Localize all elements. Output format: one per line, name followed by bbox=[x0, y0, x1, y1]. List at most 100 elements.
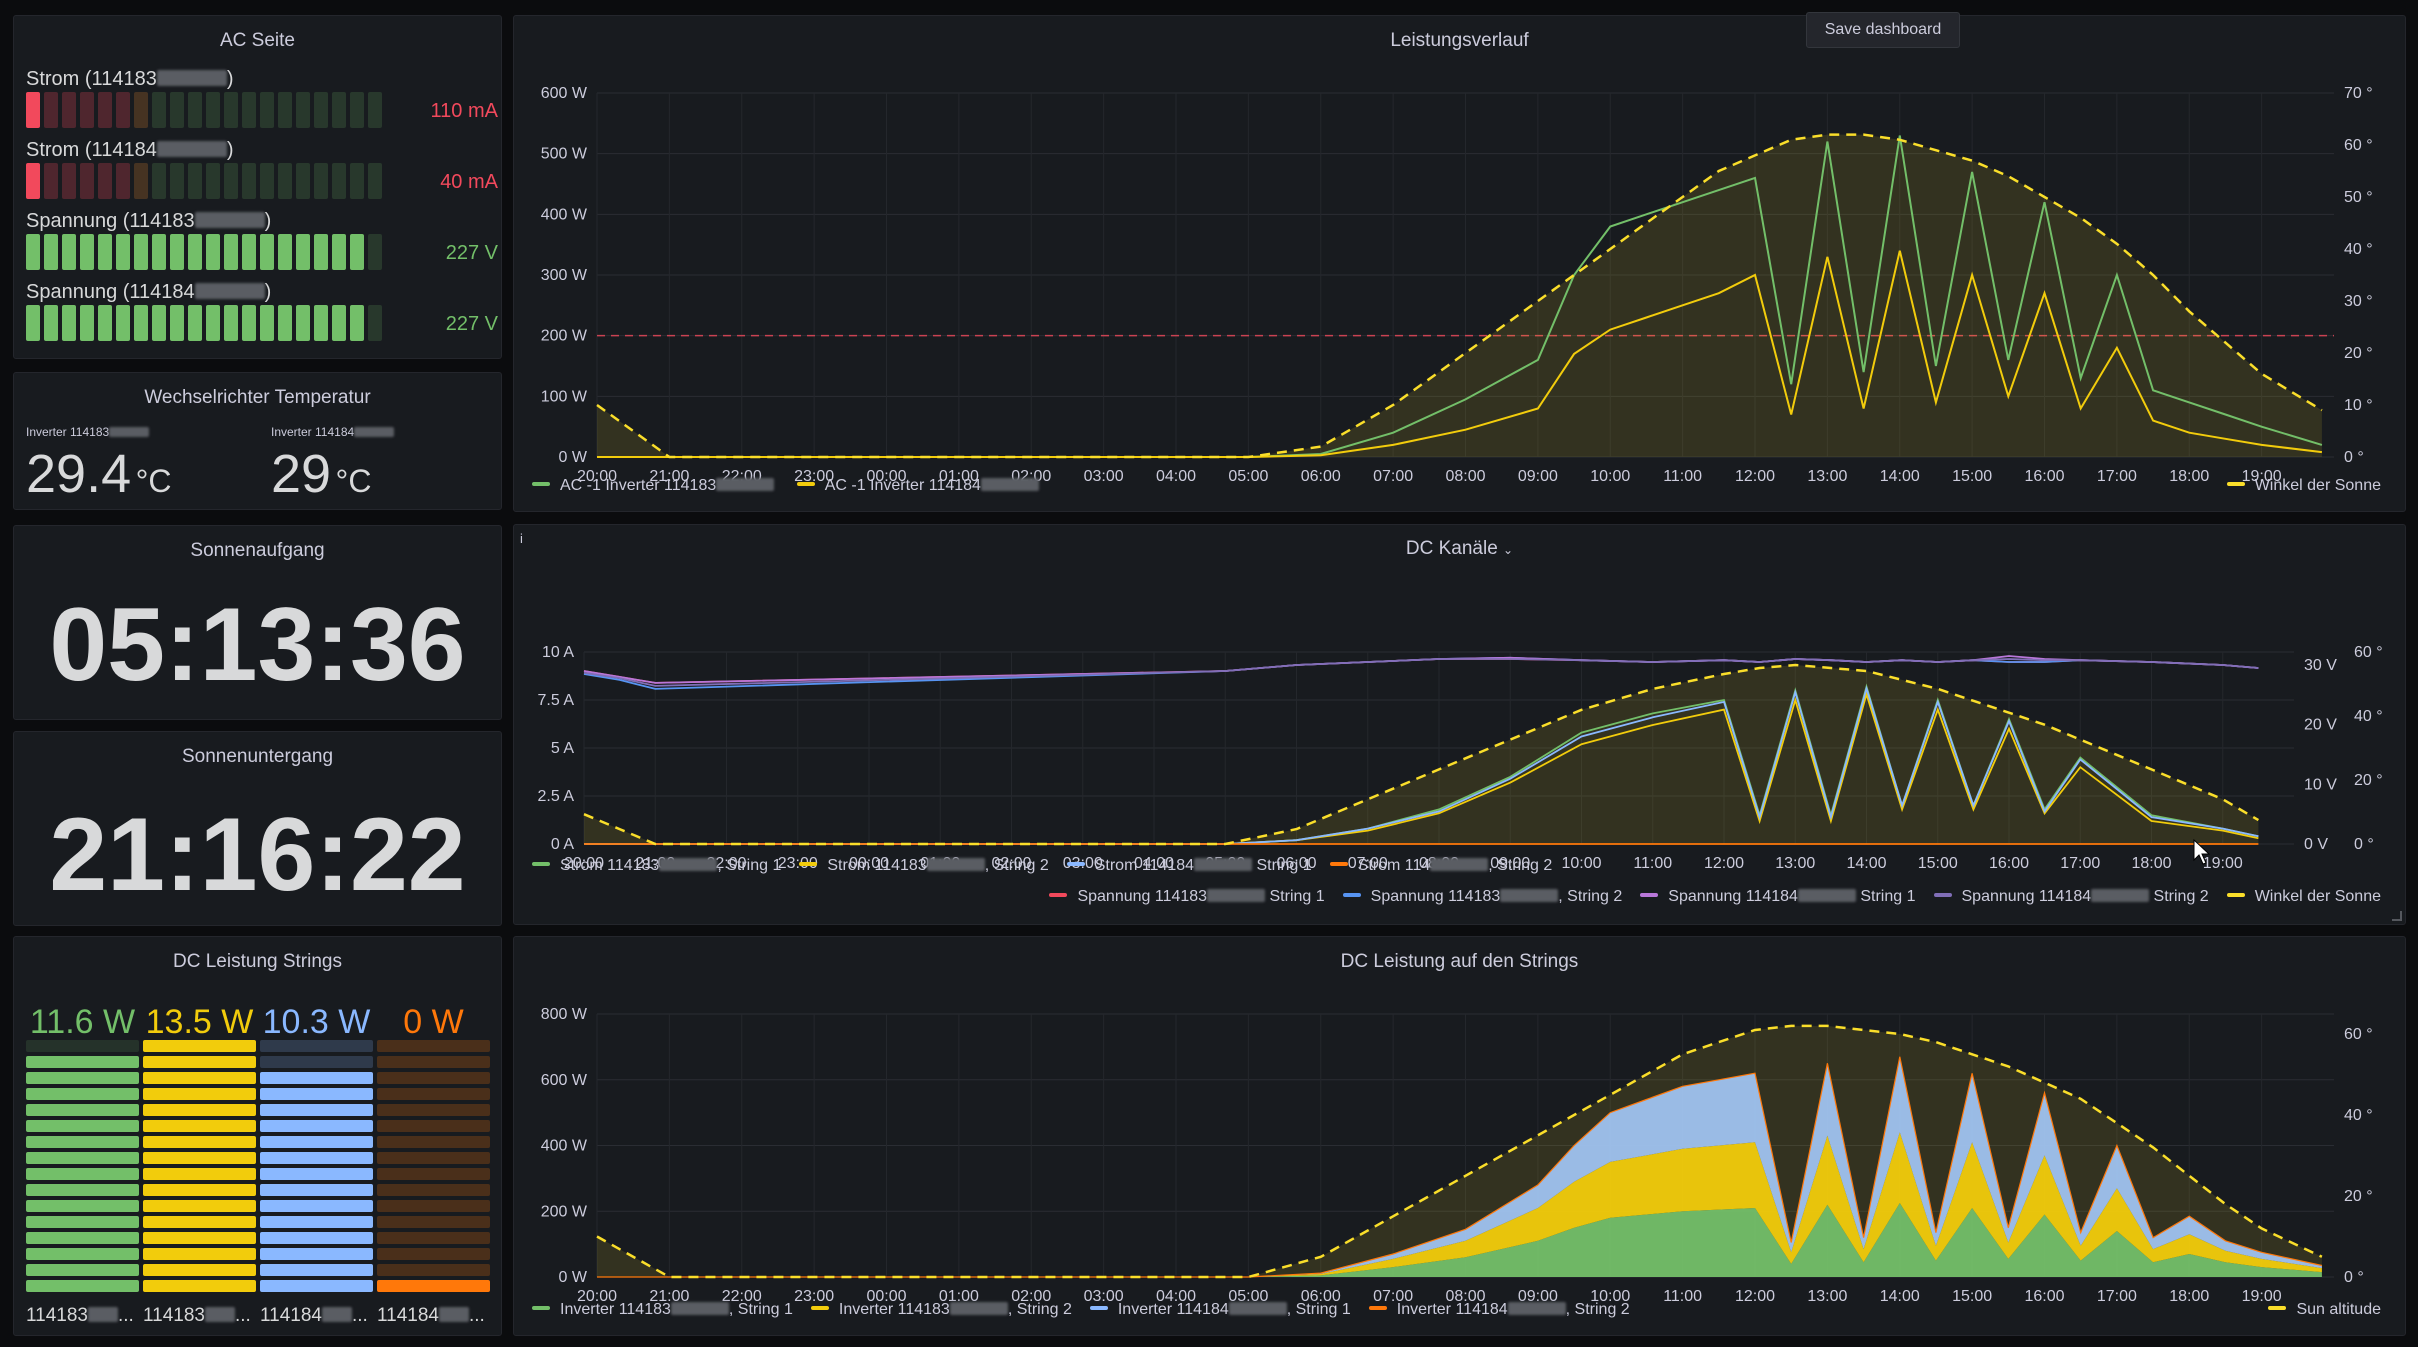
x-tick-label: 21:00 bbox=[649, 468, 689, 485]
gauge-segment bbox=[26, 1280, 139, 1292]
legend-label: Spannung 114184 bbox=[1668, 888, 1798, 905]
legend-right[interactable]: Winkel der Sonne bbox=[2226, 477, 2381, 495]
info-icon[interactable]: i bbox=[520, 531, 523, 546]
ac-row-value: 110 mA bbox=[430, 100, 498, 122]
x-tick-label: 18:00 bbox=[2169, 468, 2209, 485]
label-suffix: ) bbox=[226, 68, 234, 90]
gauge-segment bbox=[377, 1136, 490, 1148]
legend-label: Strom 114 bbox=[1357, 857, 1431, 874]
legend-label: Winkel der Sonne bbox=[2254, 477, 2381, 494]
legend-label: Strom 114184 bbox=[1094, 857, 1195, 874]
gauge-segment bbox=[26, 1120, 139, 1132]
legend-swatch bbox=[1368, 1306, 1387, 1310]
legend-item[interactable]: AC -1 Inverter 114183 bbox=[532, 477, 775, 494]
gauge-segment bbox=[143, 1200, 256, 1212]
legend-suffix: , String 2 bbox=[1488, 857, 1553, 874]
ac-row-label: Spannung (114184) bbox=[26, 281, 271, 304]
sun-altitude-line bbox=[596, 1024, 2323, 1279]
panel-title: Sonnenuntergang bbox=[181, 746, 334, 767]
legend-item[interactable]: AC -1 Inverter 114184 bbox=[796, 477, 1039, 494]
label-text: Strom (114183 bbox=[26, 68, 157, 90]
legend-item[interactable]: Spannung 114183 String 1 bbox=[1049, 888, 1325, 905]
legend-item[interactable]: Inverter 114183 , String 2 bbox=[810, 1301, 1072, 1318]
dc-string-value: 11.6 W bbox=[29, 1003, 136, 1041]
x-tick-label: 01:00 bbox=[939, 1288, 979, 1305]
stack-area-1 bbox=[597, 1203, 2322, 1277]
x-tick-label: 20:00 bbox=[577, 1288, 617, 1305]
y3-tick-label: 0 ° bbox=[2354, 836, 2374, 853]
dc-strings-chart: 0 W 200 W 400 W 600 W 800 W 0 ° 20 ° 40 ° 60 ° 20… bbox=[541, 1006, 2373, 1305]
legend-item[interactable]: Spannung 114183 , String 2 bbox=[1342, 888, 1622, 905]
lcd-segment bbox=[188, 234, 202, 270]
x-tick-label: 19:00 bbox=[2203, 855, 2243, 872]
y2-tick-label: 60 ° bbox=[2344, 1026, 2373, 1043]
ac-row-label: Spannung (114183) bbox=[26, 210, 271, 233]
y2-tick-label: 40 ° bbox=[2344, 1107, 2373, 1124]
gauge-segment bbox=[260, 1264, 373, 1276]
panel-title-wrap: DC Kanäle ⌄ bbox=[514, 538, 2405, 560]
legend-item[interactable]: Strom 114184 String 1 bbox=[1066, 857, 1312, 874]
lcd-segment bbox=[224, 92, 238, 128]
lcd-segment bbox=[80, 163, 94, 199]
y-tick-label: 200 W bbox=[541, 1203, 588, 1220]
ac-seite-panel: AC Seite Strom (114183) 110 mA Strom (1141… bbox=[13, 15, 502, 359]
label-text: Spannung (114184 bbox=[26, 281, 195, 303]
legend-item[interactable]: Spannung 114184 String 2 bbox=[1933, 888, 2209, 905]
temp-inverter-1: Inverter 114183 29.4 °C bbox=[26, 425, 171, 505]
label-suffix: ) bbox=[264, 281, 272, 303]
panel-title[interactable]: DC Kanäle bbox=[1405, 538, 1498, 559]
legend-item[interactable]: Inverter 114183 , String 1 bbox=[532, 1301, 793, 1318]
y-tick-label: 10 A bbox=[542, 644, 574, 661]
y2-tick-label: 70 ° bbox=[2344, 85, 2373, 102]
legend-label: Strom 114183 bbox=[827, 857, 927, 874]
legend-suffix: String 1 bbox=[1252, 857, 1312, 874]
lcd-segment bbox=[188, 305, 202, 341]
legend-item[interactable]: Strom 114183 , String 2 bbox=[799, 857, 1049, 874]
gauge-segment bbox=[260, 1136, 373, 1148]
legend-right[interactable]: Sun altitude bbox=[2268, 1301, 2381, 1319]
legend-item[interactable]: Winkel der Sonne bbox=[2226, 888, 2381, 905]
lcd-segment bbox=[80, 305, 94, 341]
dc-kanaele-panel: i DC Kanäle ⌄ 0 A 2.5 A 5 A 7.5 A 10 A 0 V 10 … bbox=[513, 524, 2406, 925]
x-tick-label: 19:00 bbox=[2242, 1288, 2282, 1305]
panel-title: DC Leistung auf den Strings bbox=[1340, 951, 1579, 972]
x-tick-label: 17:00 bbox=[2060, 855, 2100, 872]
x-tick-label: 18:00 bbox=[2169, 1288, 2209, 1305]
lcd-segment bbox=[350, 92, 364, 128]
y-tick-label: 5 A bbox=[551, 740, 574, 757]
series-line-3 bbox=[584, 685, 2259, 845]
dc-string-label: 114183... bbox=[143, 1305, 251, 1327]
label-text: Strom (114184 bbox=[26, 139, 157, 161]
legend-item[interactable]: Spannung 114184 String 1 bbox=[1640, 888, 1916, 905]
chevron-down-icon[interactable]: ⌄ bbox=[1503, 543, 1514, 557]
sun-angle-line bbox=[583, 663, 2260, 846]
legend-item[interactable]: Inverter 114184 , String 1 bbox=[1089, 1301, 1351, 1318]
x-tick-label: 15:00 bbox=[1952, 468, 1992, 485]
dc-string-value: 0 W bbox=[403, 1003, 464, 1041]
gauge-segment bbox=[260, 1216, 373, 1228]
temp-inverter-2: Inverter 114184 29 °C bbox=[271, 425, 395, 505]
lcd-segment bbox=[368, 234, 382, 270]
gauge-segment bbox=[143, 1072, 256, 1084]
legend-item[interactable]: Strom 114 , String 2 bbox=[1329, 857, 1553, 874]
gauge-segment bbox=[260, 1120, 373, 1132]
ellipsis: ... bbox=[118, 1305, 134, 1326]
gauge-segment bbox=[143, 1152, 256, 1164]
sun-angle-line bbox=[596, 133, 2323, 459]
gauge-segment bbox=[26, 1136, 139, 1148]
temp-label: Inverter 114183 bbox=[26, 425, 110, 439]
lcd-segment bbox=[170, 92, 184, 128]
leistungsverlauf-panel: Leistungsverlauf 0 W 100 W 200 W 300 W 400 W… bbox=[513, 15, 2406, 512]
legend-item[interactable]: Inverter 114184 , String 2 bbox=[1368, 1301, 1630, 1318]
gauge-segment bbox=[143, 1216, 256, 1228]
gauge-segment bbox=[26, 1200, 139, 1212]
ac-row: Spannung (114183) 227 V bbox=[26, 210, 501, 270]
gauge-segment bbox=[143, 1280, 256, 1292]
ac-row-label: Strom (114184) bbox=[26, 139, 233, 162]
ac-row: Spannung (114184) 227 V bbox=[26, 281, 501, 341]
x-tick-label: 14:00 bbox=[1880, 1288, 1920, 1305]
lcd-segment bbox=[170, 163, 184, 199]
resize-handle-icon[interactable] bbox=[2392, 911, 2402, 921]
legend-item[interactable]: Strom 114183 , String 1 bbox=[532, 857, 781, 874]
stack-top-line bbox=[597, 1056, 2323, 1278]
